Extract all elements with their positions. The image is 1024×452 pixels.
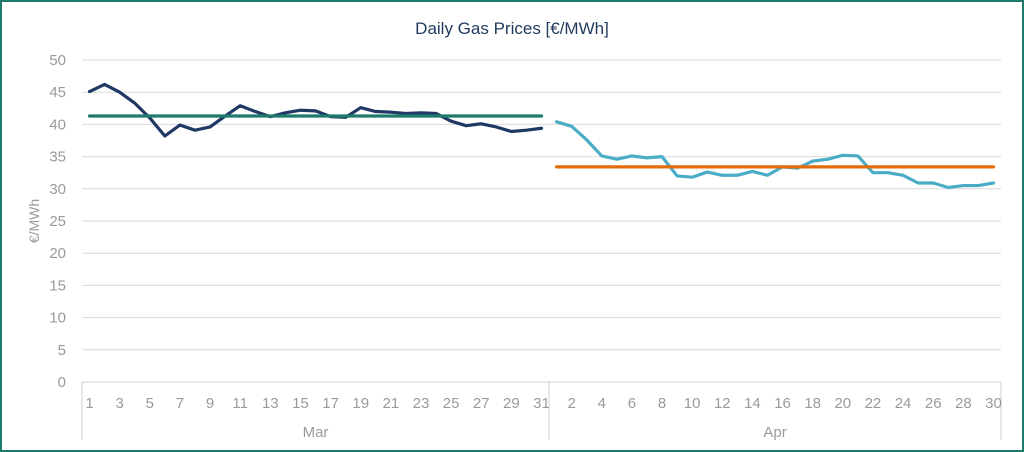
x-group-label: Apr bbox=[763, 424, 786, 441]
x-tick-label: 9 bbox=[206, 395, 214, 412]
y-tick-label: 35 bbox=[49, 149, 66, 166]
x-tick-label: 13 bbox=[262, 395, 279, 412]
x-tick-label: 18 bbox=[804, 395, 821, 412]
x-tick-label: 5 bbox=[146, 395, 154, 412]
chart-title: Daily Gas Prices [€/MWh] bbox=[415, 19, 609, 38]
y-tick-label: 25 bbox=[49, 213, 66, 230]
gridlines bbox=[82, 59, 1001, 383]
y-axis-title: €/MWh bbox=[26, 199, 42, 243]
series-line-mar-daily-price bbox=[87, 82, 544, 138]
y-tick-label: 0 bbox=[58, 374, 66, 391]
x-tick-label: 30 bbox=[985, 395, 1002, 412]
y-tick-label: 40 bbox=[49, 116, 66, 133]
x-tick-label: 3 bbox=[115, 395, 123, 412]
x-tick-label: 21 bbox=[383, 395, 400, 412]
x-tick-label: 25 bbox=[443, 395, 460, 412]
x-tick-label: 16 bbox=[774, 395, 791, 412]
x-tick-label: 24 bbox=[895, 395, 912, 412]
x-tick-label: 14 bbox=[744, 395, 761, 412]
x-tick-label: 19 bbox=[352, 395, 369, 412]
x-tick-label: 11 bbox=[232, 395, 248, 412]
x-tick-label: 27 bbox=[473, 395, 490, 412]
x-tick-label: 31 bbox=[533, 395, 550, 412]
x-tick-label: 23 bbox=[413, 395, 430, 412]
x-tick-label: 26 bbox=[925, 395, 942, 412]
x-tick-label: 12 bbox=[714, 395, 731, 412]
x-tick-label: 4 bbox=[598, 395, 606, 412]
x-tick-label: 7 bbox=[176, 395, 184, 412]
x-tick-label: 17 bbox=[322, 395, 339, 412]
x-tick-label: 1 bbox=[85, 395, 93, 412]
y-tick-label: 50 bbox=[49, 52, 66, 69]
y-tick-label: 20 bbox=[49, 245, 66, 262]
series-lines bbox=[87, 82, 996, 190]
x-tick-label: 2 bbox=[567, 395, 575, 412]
x-group-label: Mar bbox=[303, 424, 329, 441]
x-tick-label: 6 bbox=[628, 395, 636, 412]
y-tick-label: 30 bbox=[49, 181, 66, 198]
x-tick-label: 28 bbox=[955, 395, 972, 412]
x-tick-label: 20 bbox=[834, 395, 851, 412]
x-tick-label: 15 bbox=[292, 395, 309, 412]
x-tick-label: 10 bbox=[684, 395, 701, 412]
x-tick-label: 22 bbox=[865, 395, 882, 412]
y-tick-label: 10 bbox=[49, 310, 66, 327]
x-tick-label: 8 bbox=[658, 395, 666, 412]
y-tick-label: 5 bbox=[58, 342, 66, 359]
x-tick-label: 29 bbox=[503, 395, 520, 412]
y-tick-label: 45 bbox=[49, 84, 66, 101]
y-tick-label: 15 bbox=[49, 277, 66, 294]
x-axis bbox=[81, 381, 1002, 440]
series-line-apr-daily-price bbox=[554, 120, 996, 190]
